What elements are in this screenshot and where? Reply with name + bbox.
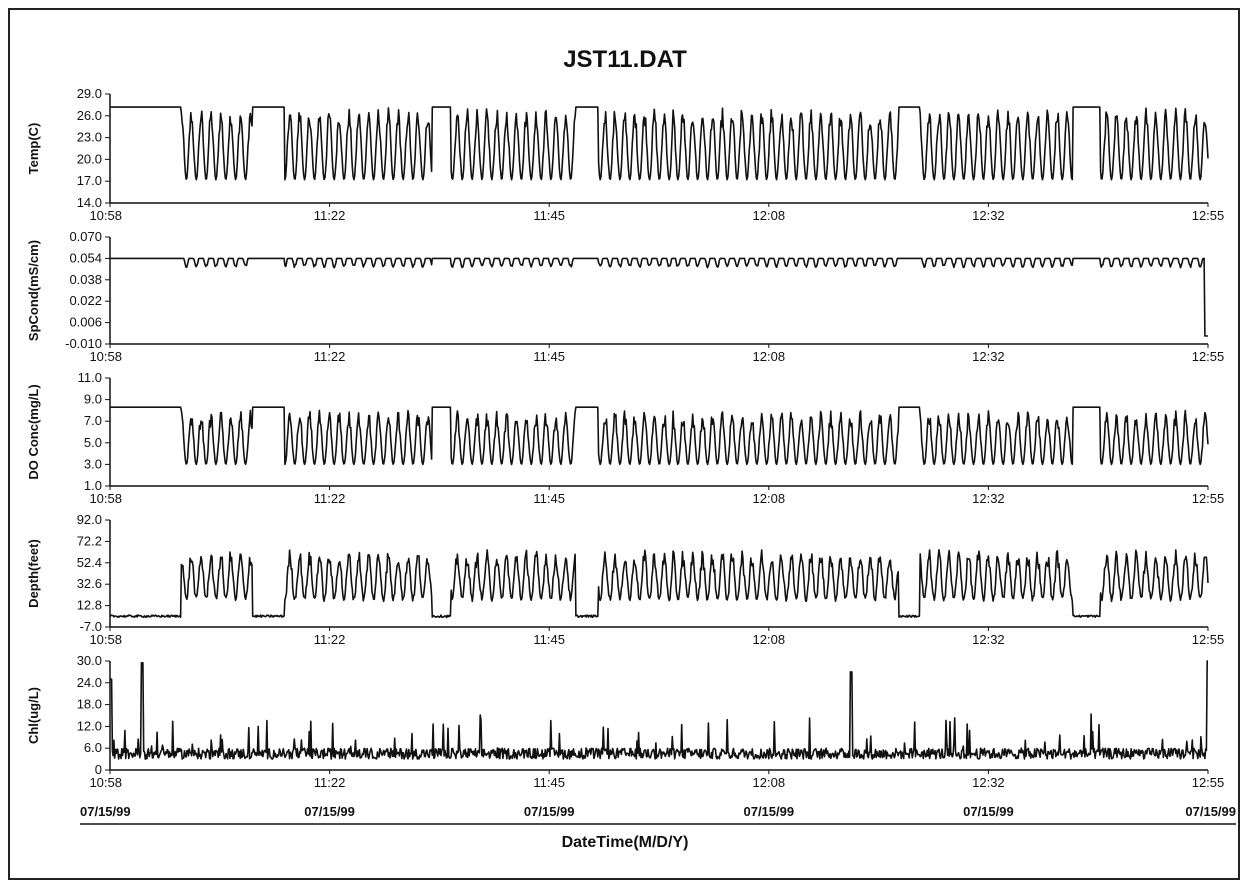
x-tick-label: 11:22 [314, 632, 346, 647]
x-tick-label: 11:45 [533, 775, 565, 790]
y-tick-label: 92.0 [77, 512, 102, 527]
y-tick-label: 26.0 [77, 108, 102, 123]
y-tick-label: 3.0 [84, 456, 102, 471]
date-tick-label: 07/15/99 [743, 804, 794, 819]
x-tick-label: 12:32 [972, 632, 1005, 647]
x-tick-label: 12:55 [1192, 349, 1225, 364]
x-tick-label: 11:45 [533, 208, 565, 223]
y-tick-label: 29.0 [77, 86, 102, 101]
y-tick-label: 6.0 [84, 740, 102, 755]
y-axis-title: Depth(feet) [26, 539, 41, 608]
y-tick-label: 0.038 [69, 272, 102, 287]
x-tick-label: 12:32 [972, 775, 1005, 790]
x-tick-label: 11:45 [533, 491, 565, 506]
y-tick-label: 11.0 [78, 370, 102, 385]
y-tick-label: 20.0 [77, 151, 102, 166]
date-tick-label: 07/15/99 [80, 804, 131, 819]
y-tick-label: 17.0 [77, 173, 102, 188]
x-tick-label: 10:58 [89, 208, 122, 223]
date-tick-label: 07/15/99 [304, 804, 355, 819]
y-tick-label: 23.0 [77, 130, 102, 145]
x-tick-label: 11:45 [533, 349, 565, 364]
x-axis-label: DateTime(M/D/Y) [561, 834, 689, 851]
x-tick-label: 10:58 [89, 491, 122, 506]
y-tick-label: 30.0 [77, 653, 102, 668]
x-tick-label: 12:32 [972, 491, 1005, 506]
x-tick-label: 12:08 [753, 491, 786, 506]
y-tick-label: 0.006 [69, 315, 102, 330]
chart-title: JST11.DAT [563, 46, 687, 73]
y-axis-title: Temp(C) [26, 123, 41, 175]
x-tick-label: 10:58 [89, 632, 122, 647]
x-tick-label: 11:45 [533, 632, 565, 647]
date-tick-label: 07/15/99 [524, 804, 575, 819]
x-tick-label: 12:08 [753, 208, 786, 223]
date-tick-label: 07/15/99 [1185, 804, 1236, 819]
y-tick-label: 52.4 [77, 555, 102, 570]
y-tick-label: 0.070 [69, 229, 102, 244]
y-tick-label: -0.010 [65, 336, 102, 351]
y-tick-label: 5.0 [84, 435, 102, 450]
y-tick-label: -7.0 [80, 619, 102, 634]
x-tick-label: 12:55 [1192, 491, 1225, 506]
y-axis-title: Chl(ug/L) [26, 687, 41, 744]
x-tick-label: 12:55 [1192, 775, 1225, 790]
x-tick-label: 12:32 [972, 208, 1005, 223]
y-tick-label: 24.0 [77, 675, 102, 690]
y-tick-label: 0 [95, 762, 102, 777]
y-tick-label: 72.2 [77, 533, 102, 548]
series-line [110, 257, 1208, 337]
y-tick-label: 18.0 [77, 697, 102, 712]
series-line [110, 106, 1209, 181]
date-tick-label: 07/15/99 [963, 804, 1014, 819]
x-tick-label: 12:55 [1192, 632, 1225, 647]
y-tick-label: 7.0 [84, 413, 102, 428]
y-tick-label: 12.8 [77, 598, 102, 613]
x-tick-label: 11:22 [314, 491, 346, 506]
x-tick-label: 11:22 [314, 208, 346, 223]
x-tick-label: 12:55 [1192, 208, 1225, 223]
x-tick-label: 12:08 [753, 632, 786, 647]
chart-frame [8, 8, 1240, 880]
series-line [110, 406, 1209, 466]
y-tick-label: 12.0 [77, 718, 102, 733]
x-tick-label: 12:08 [753, 349, 786, 364]
x-tick-label: 12:32 [972, 349, 1005, 364]
y-axis-title: SpCond(mS/cm) [26, 240, 41, 341]
series-line [110, 660, 1208, 760]
y-tick-label: 9.0 [84, 392, 102, 407]
y-tick-label: 14.0 [77, 195, 102, 210]
x-tick-label: 10:58 [89, 349, 122, 364]
y-axis-title: DO Conc(mg/L) [26, 384, 41, 479]
x-tick-label: 11:22 [314, 349, 346, 364]
y-tick-label: 32.6 [77, 576, 102, 591]
x-tick-label: 11:22 [314, 775, 346, 790]
x-tick-label: 10:58 [89, 775, 122, 790]
y-tick-label: 1.0 [84, 478, 102, 493]
y-tick-label: 0.022 [69, 293, 102, 308]
series-line [109, 549, 1209, 619]
x-tick-label: 12:08 [753, 775, 786, 790]
y-tick-label: 0.054 [69, 250, 102, 265]
